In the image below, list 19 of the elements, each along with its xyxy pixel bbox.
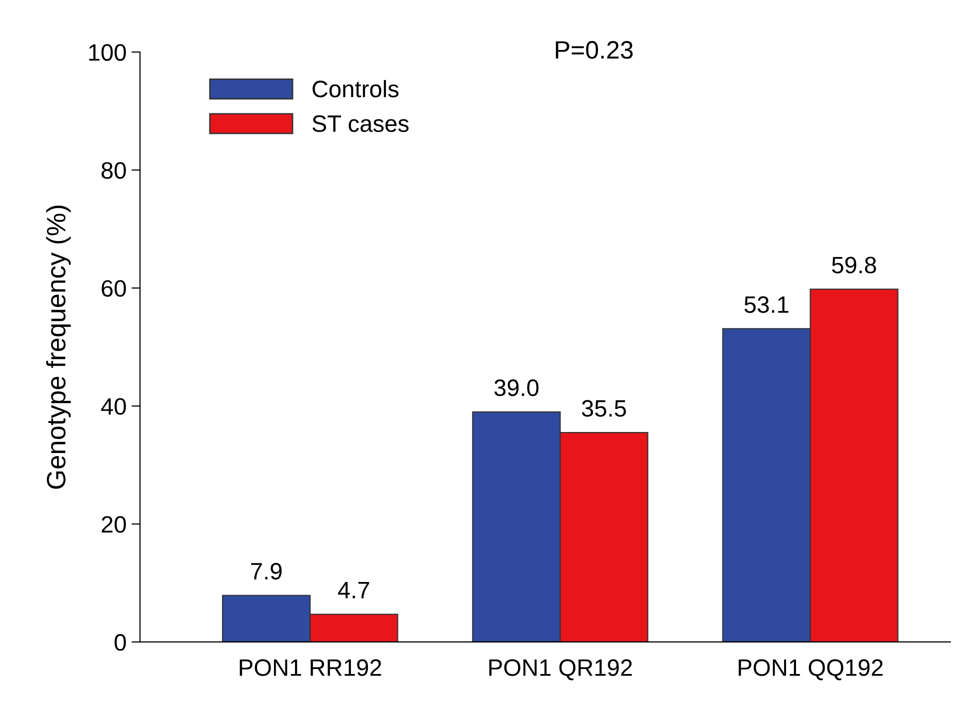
data-label: 39.0 (494, 379, 538, 396)
x-tick-label: PON1 QR192 (489, 659, 632, 680)
y-axis-title: Genotype frequency (%) (46, 206, 71, 489)
data-label: 7.9 (251, 562, 282, 580)
y-tick-label: 40 (101, 398, 126, 415)
data-label: 59.8 (832, 256, 876, 274)
y-tick-label: 0 (114, 634, 126, 651)
data-label: 4.7 (338, 582, 370, 598)
y-tick-label: 80 (102, 162, 126, 179)
y-tick-label: 60 (102, 280, 126, 297)
data-label: 35.5 (582, 400, 626, 417)
y-tick-label: 100 (89, 44, 126, 61)
annotation: P=0.23 (556, 41, 633, 59)
data-label: 53.1 (744, 296, 788, 313)
legend-label: Controls (312, 80, 398, 98)
y-tick-label: 20 (102, 516, 126, 533)
legend-label: ST cases (312, 115, 409, 132)
x-tick-label: PON1 QQ192 (738, 659, 883, 680)
x-tick-label: PON1 RR192 (240, 659, 382, 676)
